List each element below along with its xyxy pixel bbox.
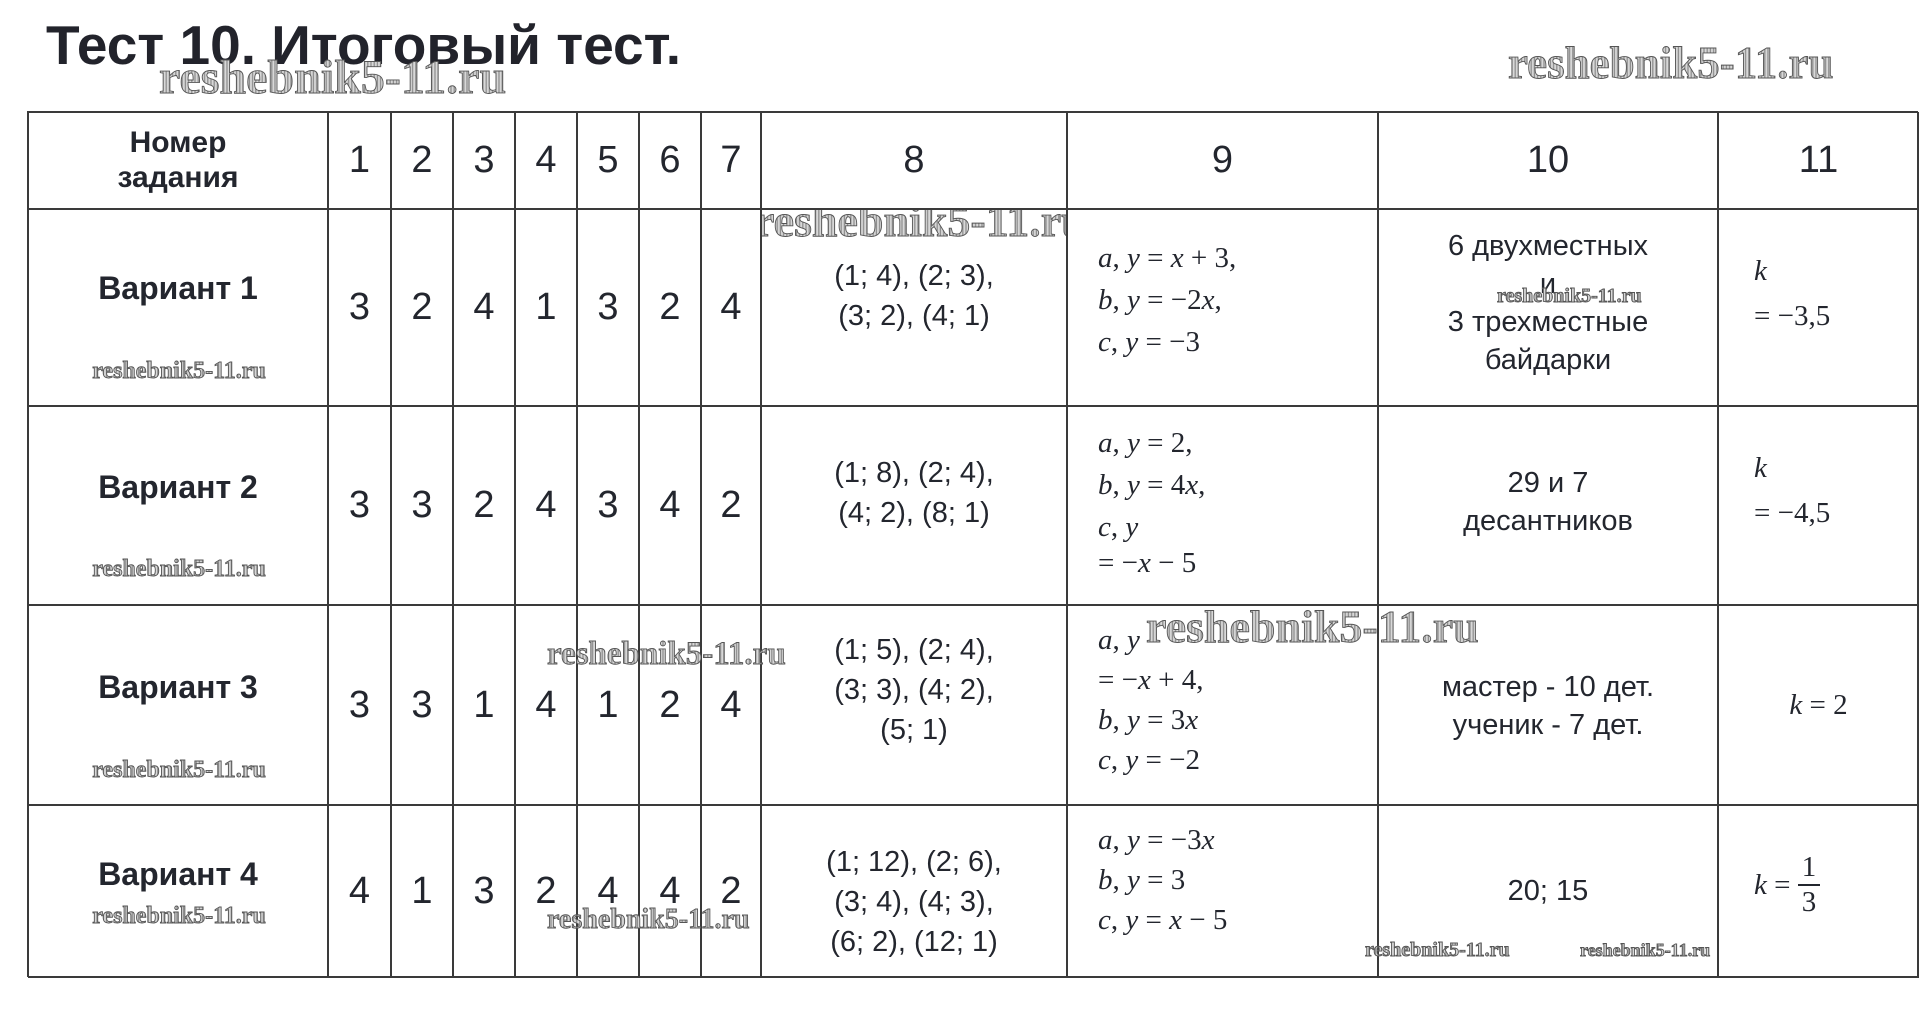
svg-text:reshebnik5-11.ru: reshebnik5-11.ru xyxy=(92,556,266,582)
svg-text:reshebnik5-11.ru: reshebnik5-11.ru xyxy=(92,903,266,929)
svg-text:reshebnik5-11.ru: reshebnik5-11.ru xyxy=(1365,939,1510,961)
svg-text:reshebnik5-11.ru: reshebnik5-11.ru xyxy=(761,209,1067,246)
svg-text:reshebnik5-11.ru: reshebnik5-11.ru xyxy=(92,757,266,783)
svg-text:reshebnik5-11.ru: reshebnik5-11.ru xyxy=(159,51,506,104)
svg-text:reshebnik5-11.ru: reshebnik5-11.ru xyxy=(92,358,266,384)
svg-text:reshebnik5-11.ru: reshebnik5-11.ru xyxy=(1497,285,1642,307)
svg-text:reshebnik5-11.ru: reshebnik5-11.ru xyxy=(1146,601,1479,652)
svg-text:reshebnik5-11.ru: reshebnik5-11.ru xyxy=(1580,940,1710,960)
svg-text:reshebnik5-11.ru: reshebnik5-11.ru xyxy=(1508,38,1833,88)
svg-text:reshebnik5-11.ru: reshebnik5-11.ru xyxy=(547,636,786,672)
svg-text:reshebnik5-11.ru: reshebnik5-11.ru xyxy=(547,904,750,935)
